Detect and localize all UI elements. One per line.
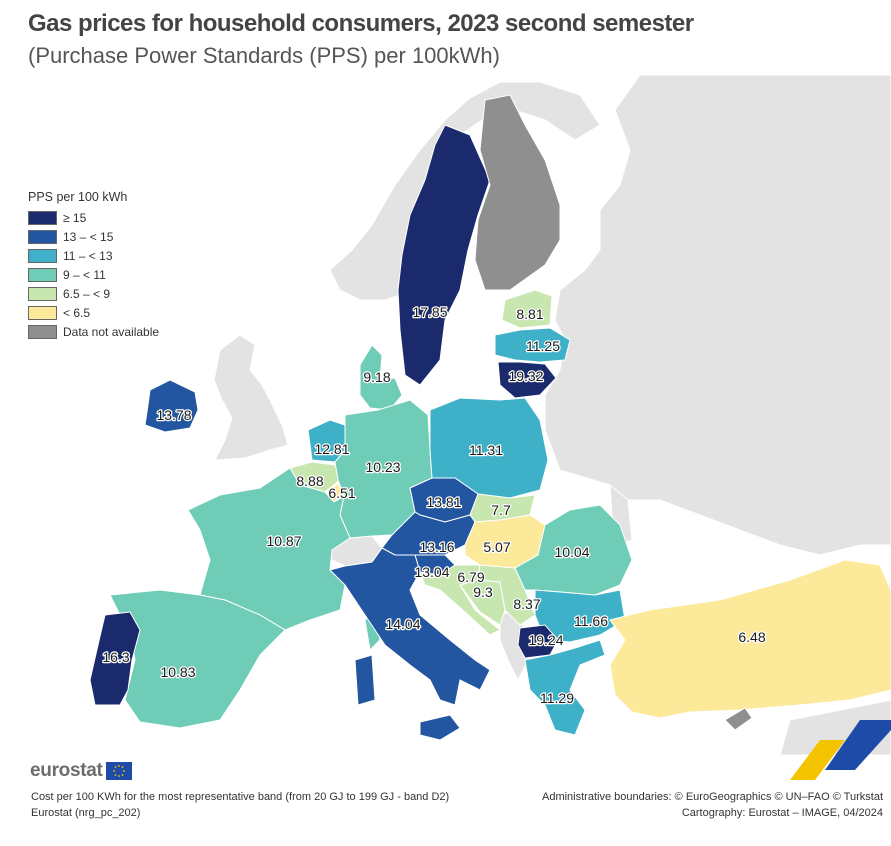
legend-label: 9 – < 11: [63, 267, 106, 282]
country-finland: [474, 94, 561, 291]
country-cyprus: [724, 707, 753, 731]
legend-label: Data not available: [63, 324, 160, 339]
label-estonia: 8.81: [516, 306, 543, 322]
footnote-note: Cost per 100 KWh for the most representa…: [31, 791, 450, 803]
legend-item: < 6.5: [28, 303, 159, 322]
label-germany: 10.23: [365, 459, 400, 475]
label-romania: 10.04: [554, 544, 589, 560]
label-serbia: 8.37: [513, 596, 540, 612]
label-slovenia: 13.04: [414, 564, 449, 580]
label-belgium: 8.88: [296, 473, 323, 489]
page-title: Gas prices for household consumers, 2023…: [28, 10, 694, 37]
legend-item: Data not available: [28, 322, 159, 341]
country-greece: [524, 639, 606, 736]
other-countries: [213, 74, 891, 756]
country-sweden: [397, 124, 491, 386]
country-turkiye: [609, 559, 891, 719]
label-ireland: 13.78: [156, 407, 191, 423]
label-denmark: 9.18: [363, 369, 390, 385]
eurostat-logo-text: eurostat: [30, 760, 103, 781]
eurostat-logo: eurostat: [30, 760, 132, 782]
label-france: 10.87: [266, 533, 301, 549]
value-labels: 17.85 8.81 11.25 19.32 9.18 13.78 12.81 …: [101, 303, 767, 708]
legend-label: ≥ 15: [63, 210, 87, 225]
legend-item: 6.5 – < 9: [28, 284, 159, 303]
legend-label: 11 – < 13: [63, 248, 113, 263]
legend-swatch: [28, 210, 57, 225]
legend-label: 6.5 – < 9: [63, 286, 111, 301]
eu-flag-icon: [105, 762, 132, 780]
legend-swatch: [28, 248, 57, 263]
label-poland: 11.31: [469, 442, 503, 458]
label-hungary: 5.07: [483, 539, 510, 555]
legend-item: 11 – < 13: [28, 246, 159, 265]
label-turkiye: 6.48: [738, 629, 765, 645]
country-romania: [514, 504, 633, 596]
legend-swatch: [28, 324, 57, 339]
label-luxembourg: 6.51: [328, 485, 355, 501]
legend-item: 9 – < 11: [28, 265, 159, 284]
label-netherlands: 12.81: [314, 441, 349, 457]
label-bulgaria: 11.66: [574, 613, 608, 629]
country-east-block: [544, 74, 891, 556]
legend-label: 13 – < 15: [63, 229, 114, 244]
footnote-boundaries: Administrative boundaries: © EuroGeograp…: [541, 791, 883, 803]
label-portugal: 16.3: [102, 649, 129, 665]
country-sicily: [419, 714, 461, 741]
country-portugal: [89, 611, 141, 706]
country-sardinia: [354, 654, 376, 706]
page-subtitle: (Purchase Power Standards (PPS) per 100k…: [28, 43, 500, 68]
label-bosnia: 9.3: [473, 584, 493, 600]
label-austria: 13.16: [419, 539, 454, 555]
country-uk: [213, 334, 289, 461]
label-sweden: 17.85: [412, 304, 447, 320]
legend: PPS per 100 kWh ≥ 15 13 – < 15 11 – < 13…: [28, 190, 159, 341]
footnote-source: Eurostat (nrg_pc_202): [31, 807, 141, 819]
label-italy: 14.04: [385, 616, 420, 632]
label-spain: 10.83: [160, 664, 195, 680]
legend-item: 13 – < 15: [28, 227, 159, 246]
legend-swatch: [28, 229, 57, 244]
label-lithuania: 19.32: [508, 368, 543, 384]
legend-swatch: [28, 305, 57, 320]
country-estonia: [501, 289, 553, 329]
footnote-cartography: Cartography: Eurostat – IMAGE, 04/2024: [681, 807, 883, 819]
label-croatia: 6.79: [457, 569, 484, 585]
country-italy: [329, 547, 491, 706]
legend-label: < 6.5: [63, 305, 91, 320]
country-lithuania: [497, 361, 557, 399]
country-norway: [329, 81, 601, 301]
country-denmark: [359, 344, 403, 411]
label-slovakia: 7.7: [491, 502, 511, 518]
label-latvia: 11.25: [526, 338, 560, 354]
eurostat-chevron-graphic: [790, 720, 891, 780]
label-north-macedonia: 19.24: [528, 632, 563, 648]
country-croatia: [419, 564, 501, 636]
label-czechia: 13.81: [426, 494, 461, 510]
legend-title: PPS per 100 kWh: [28, 190, 128, 204]
label-greece: 11.29: [540, 690, 574, 706]
legend-swatch: [28, 267, 57, 282]
country-ireland: [144, 379, 199, 433]
legend-item: ≥ 15: [28, 208, 159, 227]
country-latvia: [494, 327, 571, 363]
legend-swatch: [28, 286, 57, 301]
